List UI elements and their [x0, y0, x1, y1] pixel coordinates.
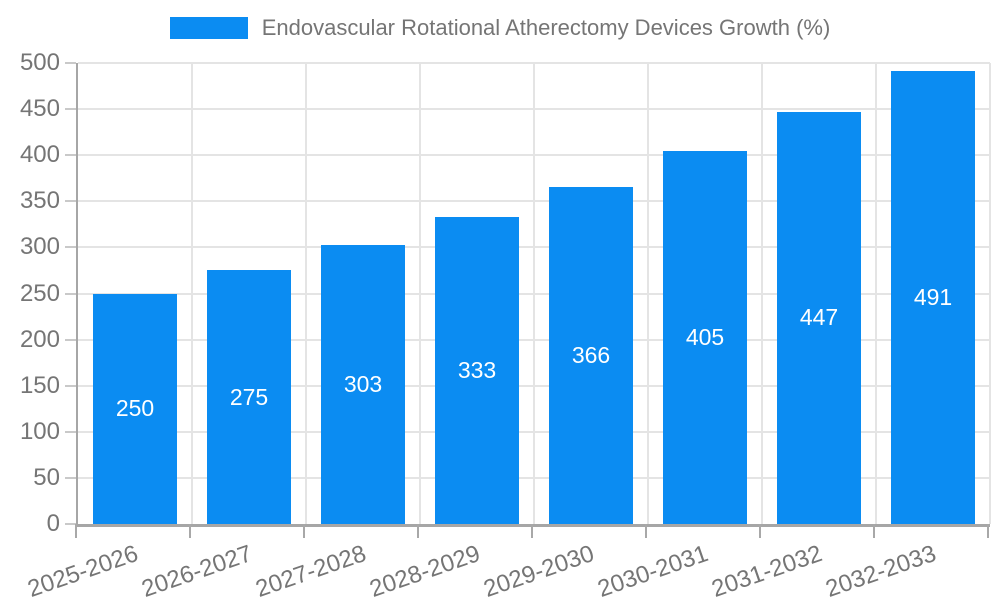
legend-swatch — [169, 17, 248, 39]
x-tick-label: 2028-2029 — [366, 540, 484, 600]
bar[interactable]: 447 — [777, 111, 861, 524]
bars-layer: 250 275 303 333 366 405 447 491 — [78, 63, 990, 524]
bar[interactable]: 366 — [549, 186, 633, 524]
bar[interactable]: 250 — [93, 293, 177, 524]
bar-cell: 366 — [534, 63, 648, 524]
y-tick-mark — [65, 384, 76, 387]
vertical-gridline — [305, 63, 307, 524]
legend[interactable]: Endovascular Rotational Atherectomy Devi… — [0, 15, 1000, 41]
y-tick-label: 450 — [19, 95, 60, 123]
vertical-gridline — [533, 63, 535, 524]
x-tick-mark — [645, 524, 647, 538]
x-tick-label: 2030-2031 — [594, 540, 712, 600]
y-axis: 0 50 100 150 200 250 300 350 400 450 500 — [0, 51, 76, 536]
vertical-gridline — [191, 63, 193, 524]
y-tick-label: 100 — [19, 417, 60, 445]
bar[interactable]: 405 — [663, 150, 747, 524]
bar-cell: 405 — [648, 63, 762, 524]
x-tick-mark — [303, 524, 305, 538]
y-tick-label: 350 — [19, 187, 60, 215]
x-tick-label: 2031-2032 — [708, 540, 826, 600]
x-tick-label: 2027-2028 — [252, 540, 370, 600]
y-tick-mark — [65, 246, 76, 249]
y-tick-mark — [65, 338, 76, 341]
vertical-gridline — [875, 63, 877, 524]
x-axis: 2025-2026 2026-2027 2027-2028 2028-2029 2029… — [24, 524, 989, 600]
x-tick-mark — [987, 524, 989, 538]
plot-area: 250 275 303 333 366 405 447 491 — [76, 62, 991, 527]
y-tick-label: 400 — [19, 141, 60, 169]
bar-cell: 333 — [420, 63, 534, 524]
y-tick-mark — [65, 476, 76, 479]
bar-cell: 250 — [78, 63, 192, 524]
x-tick-label: 2029-2030 — [480, 540, 598, 600]
vertical-gridline — [761, 63, 763, 524]
y-tick-label: 200 — [19, 325, 60, 353]
bar-value-label: 447 — [799, 304, 839, 331]
bar-value-label: 366 — [571, 341, 611, 368]
bar-cell: 447 — [762, 63, 876, 524]
bar[interactable]: 303 — [321, 244, 405, 524]
vertical-gridline — [989, 63, 991, 524]
x-tick-label: 2032-2033 — [822, 540, 940, 600]
bar-value-label: 303 — [343, 370, 383, 397]
x-tick-label: 2025-2026 — [24, 540, 142, 600]
y-tick-mark — [65, 108, 76, 111]
y-tick-label: 500 — [19, 49, 60, 76]
y-tick-mark — [65, 430, 76, 433]
x-tick-mark — [75, 524, 77, 538]
x-tick-mark — [189, 524, 191, 538]
y-tick-mark — [65, 523, 76, 525]
bar-value-label: 333 — [457, 356, 497, 383]
y-tick-label: 50 — [33, 463, 60, 491]
y-tick-label: 300 — [19, 233, 60, 261]
bar-value-label: 491 — [913, 284, 953, 311]
bar-value-label: 250 — [115, 395, 155, 422]
x-tick-mark — [531, 524, 533, 538]
y-tick-label: 250 — [19, 279, 60, 307]
y-tick-mark — [65, 62, 76, 64]
vertical-gridline — [419, 63, 421, 524]
y-tick-label: 150 — [19, 371, 60, 399]
x-tick-mark — [417, 524, 419, 538]
bar-cell: 303 — [306, 63, 420, 524]
bar-value-label: 405 — [685, 323, 725, 350]
y-tick-label: 0 — [46, 510, 60, 537]
y-tick-mark — [65, 200, 76, 203]
bar-cell: 275 — [192, 63, 306, 524]
bar-cell: 491 — [876, 63, 990, 524]
x-tick-mark — [759, 524, 761, 538]
y-tick-mark — [65, 154, 76, 157]
bar[interactable]: 333 — [435, 216, 519, 524]
x-tick-label: 2026-2027 — [138, 540, 256, 600]
legend-label: Endovascular Rotational Atherectomy Devi… — [261, 15, 831, 40]
bar[interactable]: 275 — [207, 270, 291, 524]
bar-value-label: 275 — [229, 383, 269, 410]
y-tick-mark — [65, 292, 76, 295]
bar[interactable]: 491 — [891, 71, 975, 524]
vertical-gridline — [647, 63, 649, 524]
x-tick-mark — [873, 524, 875, 538]
